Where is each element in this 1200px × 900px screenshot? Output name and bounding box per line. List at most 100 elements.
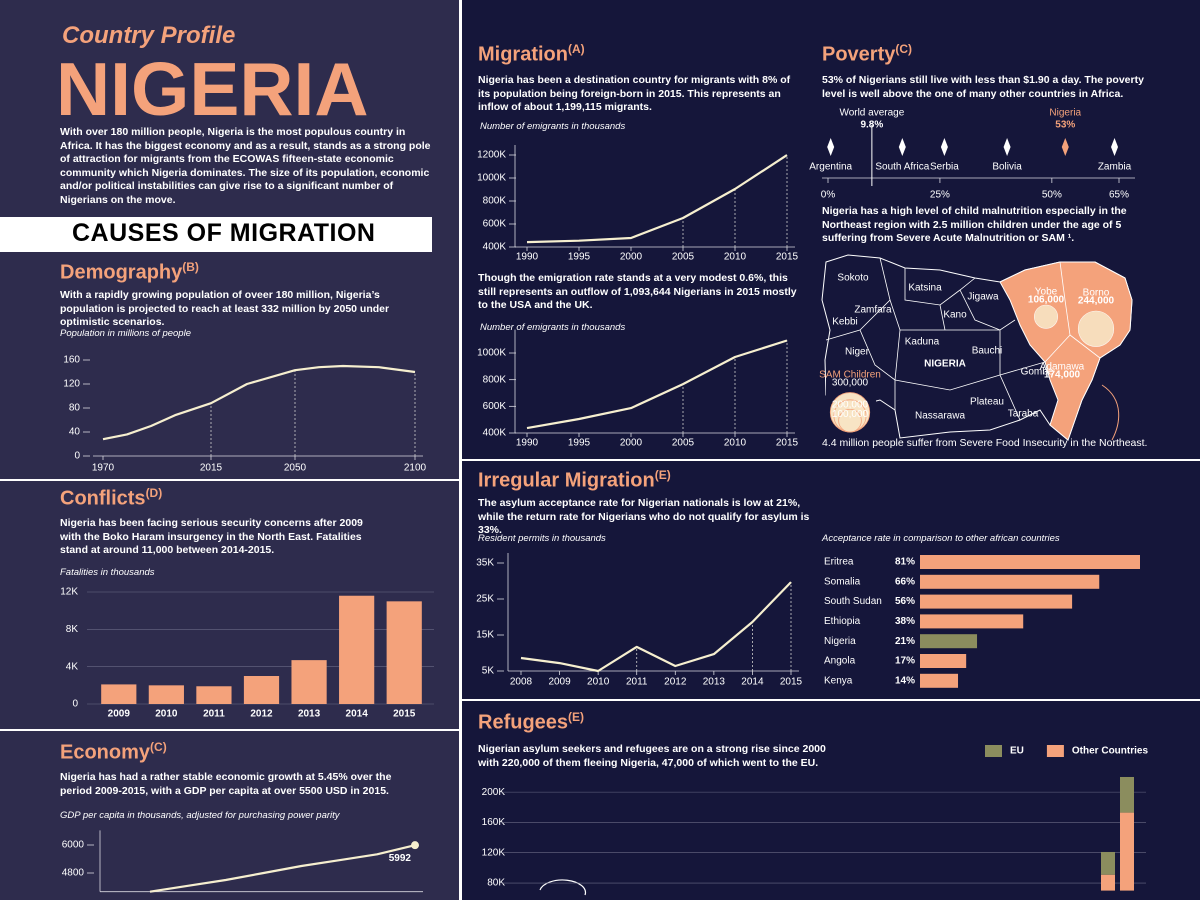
marker-diamond xyxy=(940,138,948,156)
x-tick-label: 2013 xyxy=(703,677,726,688)
x-tick-label: 2050 xyxy=(284,463,307,474)
y-tick-label: 600K xyxy=(483,401,507,412)
x-tick-label: 2010 xyxy=(155,709,178,720)
divider xyxy=(0,729,459,731)
kicker: Country Profile xyxy=(62,22,236,49)
end-point xyxy=(411,841,419,850)
marker-diamond xyxy=(1061,138,1069,156)
x-tick-label: 1990 xyxy=(516,438,539,449)
y-tick-label: 4K xyxy=(66,661,79,672)
axis-label: GDP per capita in thousands, adjusted fo… xyxy=(60,810,340,821)
description: Nigeria has been a destination country f… xyxy=(478,74,791,113)
value-label: 21% xyxy=(895,636,915,647)
x-tick-label: 2011 xyxy=(626,677,648,688)
legend-swatch xyxy=(1046,745,1064,757)
x-tick-label: 2010 xyxy=(587,677,610,688)
title-text: Demography xyxy=(60,261,183,284)
y-tick-label: 35K xyxy=(476,558,494,569)
x-tick-label: 50% xyxy=(1042,190,1062,201)
description: Nigeria has had a rather stable economic… xyxy=(60,771,392,797)
y-tick-label: 160 xyxy=(63,355,80,366)
marker-name: Argentina xyxy=(809,162,852,173)
region-name: Adamawa xyxy=(1040,362,1085,373)
marker-name: South Africa xyxy=(875,162,929,173)
bar xyxy=(386,601,422,704)
line xyxy=(526,154,788,244)
x-tick-label: 2011 xyxy=(203,709,225,720)
value-label: 81% xyxy=(895,557,915,568)
bar xyxy=(920,555,1140,569)
bar xyxy=(920,574,1100,589)
y-tick-label: 1000K xyxy=(477,173,506,184)
x-tick-label: 2012 xyxy=(664,677,687,688)
bar-segment xyxy=(1120,812,1134,891)
section-title: Migration(A) xyxy=(478,42,585,67)
x-tick-label: 2000 xyxy=(620,438,643,449)
y-tick-label: 600K xyxy=(483,219,507,230)
legend-value: 100,000 xyxy=(832,409,869,420)
category-label: Somalia xyxy=(824,576,861,587)
x-tick-label: 2100 xyxy=(404,463,427,474)
title-text: Refugees xyxy=(478,711,569,734)
state-label: Taraba xyxy=(1008,409,1039,420)
y-tick-label: 400K xyxy=(483,242,507,253)
state-label: Katsina xyxy=(908,283,942,294)
region-value: 174,000 xyxy=(1044,370,1081,381)
description: With a rapidly growing population of ove… xyxy=(60,289,390,328)
x-tick-label: 2005 xyxy=(672,252,695,263)
marker-name: Nigeria xyxy=(1049,108,1081,119)
bar-segment xyxy=(1101,874,1115,891)
x-tick-label: 2014 xyxy=(741,677,764,688)
category-label: Kenya xyxy=(824,675,853,686)
y-tick-label: 400K xyxy=(483,428,507,439)
y-tick-label: 4800 xyxy=(62,868,85,879)
marker-diamond xyxy=(898,138,906,156)
state-label: Plateau xyxy=(970,397,1004,408)
category-label: Angola xyxy=(824,656,856,667)
y-tick-label: 80 xyxy=(69,403,81,414)
marker-name: Serbia xyxy=(930,162,959,173)
y-tick-label: 120K xyxy=(482,847,506,858)
description: Though the emigration rate stands at a v… xyxy=(478,272,797,311)
value-label: 14% xyxy=(895,675,915,686)
country-title: NIGERIA xyxy=(56,47,369,131)
axis-label: Number of emigrants in thousands xyxy=(480,322,626,333)
state-label: Kano xyxy=(943,310,967,321)
section-title: Demography(B) xyxy=(60,260,199,285)
x-tick-label: 2015 xyxy=(776,438,799,449)
y-tick-label: 80K xyxy=(487,878,505,889)
axis-label: Fatalities in thousands xyxy=(60,567,155,578)
state-label: Sokoto xyxy=(837,273,869,284)
y-tick-label: 1000K xyxy=(477,348,506,359)
section-title: Irregular Migration(E) xyxy=(478,468,671,493)
line xyxy=(149,844,416,893)
state-label: Niger xyxy=(845,347,870,358)
x-tick-label: 2000 xyxy=(620,252,643,263)
state-label: Kebbi xyxy=(832,317,858,328)
x-tick-label: 25% xyxy=(930,190,950,201)
axis-label: Number of emigrants in thousands xyxy=(480,121,626,132)
map-borders xyxy=(825,257,1046,421)
section-title: Economy(C) xyxy=(60,740,167,765)
x-tick-label: 2014 xyxy=(346,709,369,720)
marker-name: Zambia xyxy=(1098,162,1132,173)
description: Nigeria has been facing serious security… xyxy=(60,517,363,556)
y-tick-label: 1200K xyxy=(477,150,506,161)
title-note: (E) xyxy=(654,468,671,482)
divider xyxy=(462,459,1200,461)
map-title: NIGERIA xyxy=(924,359,966,370)
bar xyxy=(148,685,184,704)
x-tick-label: 2015 xyxy=(780,677,803,688)
section-title: Poverty(C) xyxy=(822,42,912,67)
value-label: 66% xyxy=(895,576,915,587)
category-label: Ethiopia xyxy=(824,616,861,627)
x-tick-label: 1970 xyxy=(92,463,115,474)
left-panel xyxy=(0,0,459,900)
divider xyxy=(462,699,1200,701)
annotation-arrow xyxy=(539,879,587,896)
x-tick-label: 65% xyxy=(1109,190,1129,201)
title-text: Irregular Migration xyxy=(478,469,655,492)
state-label: Bauchi xyxy=(972,346,1003,357)
y-tick-label: 0 xyxy=(74,451,80,462)
